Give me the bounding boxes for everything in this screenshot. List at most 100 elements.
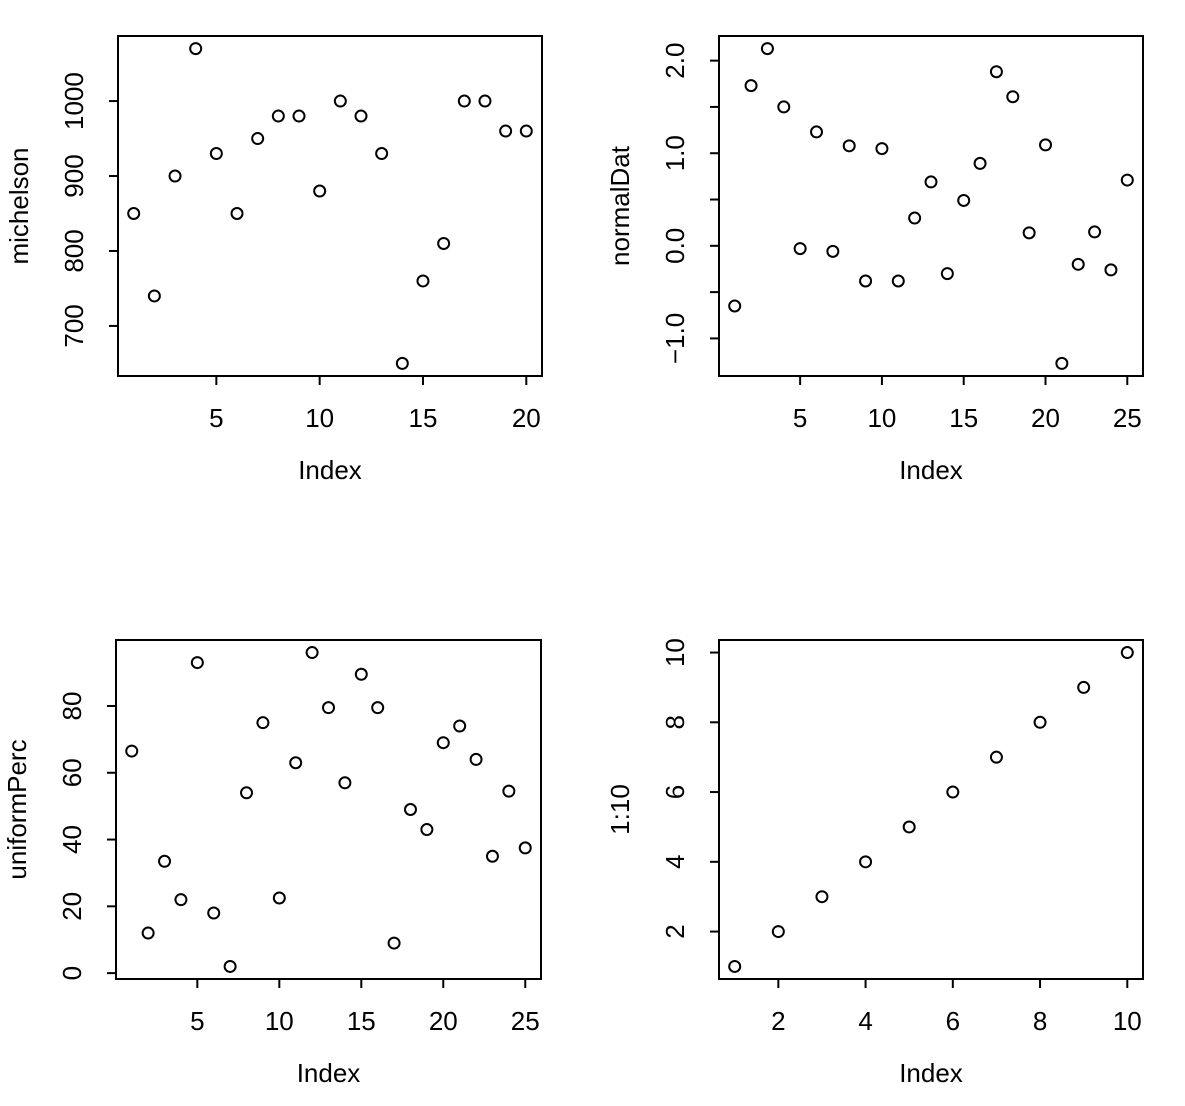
y-tick-label: 0.0 [660,228,690,264]
data-point [760,42,774,56]
x-tick-label: 25 [1113,403,1142,433]
x-tick-label: 20 [429,1006,458,1036]
x-axis-title: Index [298,455,362,485]
data-point [437,236,451,250]
y-axis-title: normalDat [605,145,635,266]
data-point [251,132,265,146]
data-point [387,936,401,950]
data-point [485,849,499,863]
x-tick-label: 15 [347,1006,376,1036]
plot-box [115,639,542,980]
data-point [1033,715,1047,729]
data-point [190,656,204,670]
data-point [1055,356,1069,370]
data-point [469,752,483,766]
data-point [174,893,188,907]
data-point [1120,173,1134,187]
data-point [322,701,335,715]
x-tick-label: 10 [265,1006,294,1036]
data-point [189,42,203,56]
data-point [207,906,221,920]
data-point [333,94,347,108]
y-tick-label: 0 [57,966,87,980]
data-point [859,274,873,288]
data-point [744,79,758,93]
data-point [271,109,285,123]
data-point [371,701,385,715]
plot-box [718,35,1144,377]
y-tick-label: 6 [660,785,690,799]
data-point [771,925,785,939]
y-tick-label: 2 [660,924,690,938]
data-point [940,267,954,281]
data-point [457,94,471,108]
data-point [842,139,856,153]
data-point [826,244,840,258]
data-point [989,750,1003,764]
x-tick-label: 10 [305,403,334,433]
data-point [141,926,155,940]
data-point [875,142,889,156]
x-tick-label: 8 [1033,1006,1047,1036]
x-axis-title: Index [899,455,963,485]
data-point [354,109,368,123]
data-point [957,193,971,207]
data-point [436,736,450,750]
y-axis-title: michelson [4,147,34,264]
y-tick-label: 4 [660,855,690,869]
x-tick-label: 5 [209,403,223,433]
y-tick-label: −1.0 [660,313,690,364]
data-point [256,716,270,730]
data-point [292,109,306,123]
data-point [338,776,352,790]
y-tick-label: 20 [57,892,87,921]
data-point [354,667,368,681]
data-point [403,803,417,816]
x-tick-label: 2 [771,1006,785,1036]
data-point [908,211,922,225]
data-point [946,785,960,799]
y-tick-label: 1000 [59,72,89,130]
plot-box [117,35,543,377]
data-point [416,274,430,288]
x-tick-label: 15 [409,403,438,433]
y-tick-label: 8 [660,715,690,729]
data-point [499,124,513,138]
panel-michelson: 5 10 15 20 700 800 900 1000 Index michelson [4,35,543,485]
data-point [1006,90,1020,104]
y-axis-title: 1:10 [605,784,635,835]
y-tick-label: 900 [59,154,89,197]
x-tick-label: 10 [867,403,896,433]
data-point [230,206,244,220]
data-point [240,786,254,800]
x-tick-label: 25 [511,1006,540,1036]
data-point [289,756,303,770]
data-point [502,784,516,798]
panel-normaldat: 5 10 15 20 25 −1.0 0.0 1.0 2.0 Index normalDat [605,35,1144,485]
data-point [728,959,742,973]
data-point [924,175,938,189]
x-tick-label: 20 [512,403,541,433]
data-point [1071,257,1085,271]
data-point [272,891,286,905]
data-point [793,242,807,256]
data-point [1104,263,1118,277]
y-tick-label: 10 [660,638,690,667]
data-point [158,854,172,868]
data-point [453,719,467,733]
data-point [973,156,987,170]
plot-box [718,639,1144,980]
data-point [815,890,829,904]
data-point [519,124,533,138]
data-point [777,100,791,114]
x-tick-label: 5 [793,403,807,433]
x-tick-label: 15 [949,403,978,433]
data-point [1088,225,1102,239]
y-tick-label: 2.0 [660,43,690,79]
data-point [1077,680,1091,694]
data-point [209,147,223,161]
x-axis-title: Index [899,1058,963,1088]
x-tick-label: 5 [190,1006,204,1036]
data-point [478,94,492,108]
